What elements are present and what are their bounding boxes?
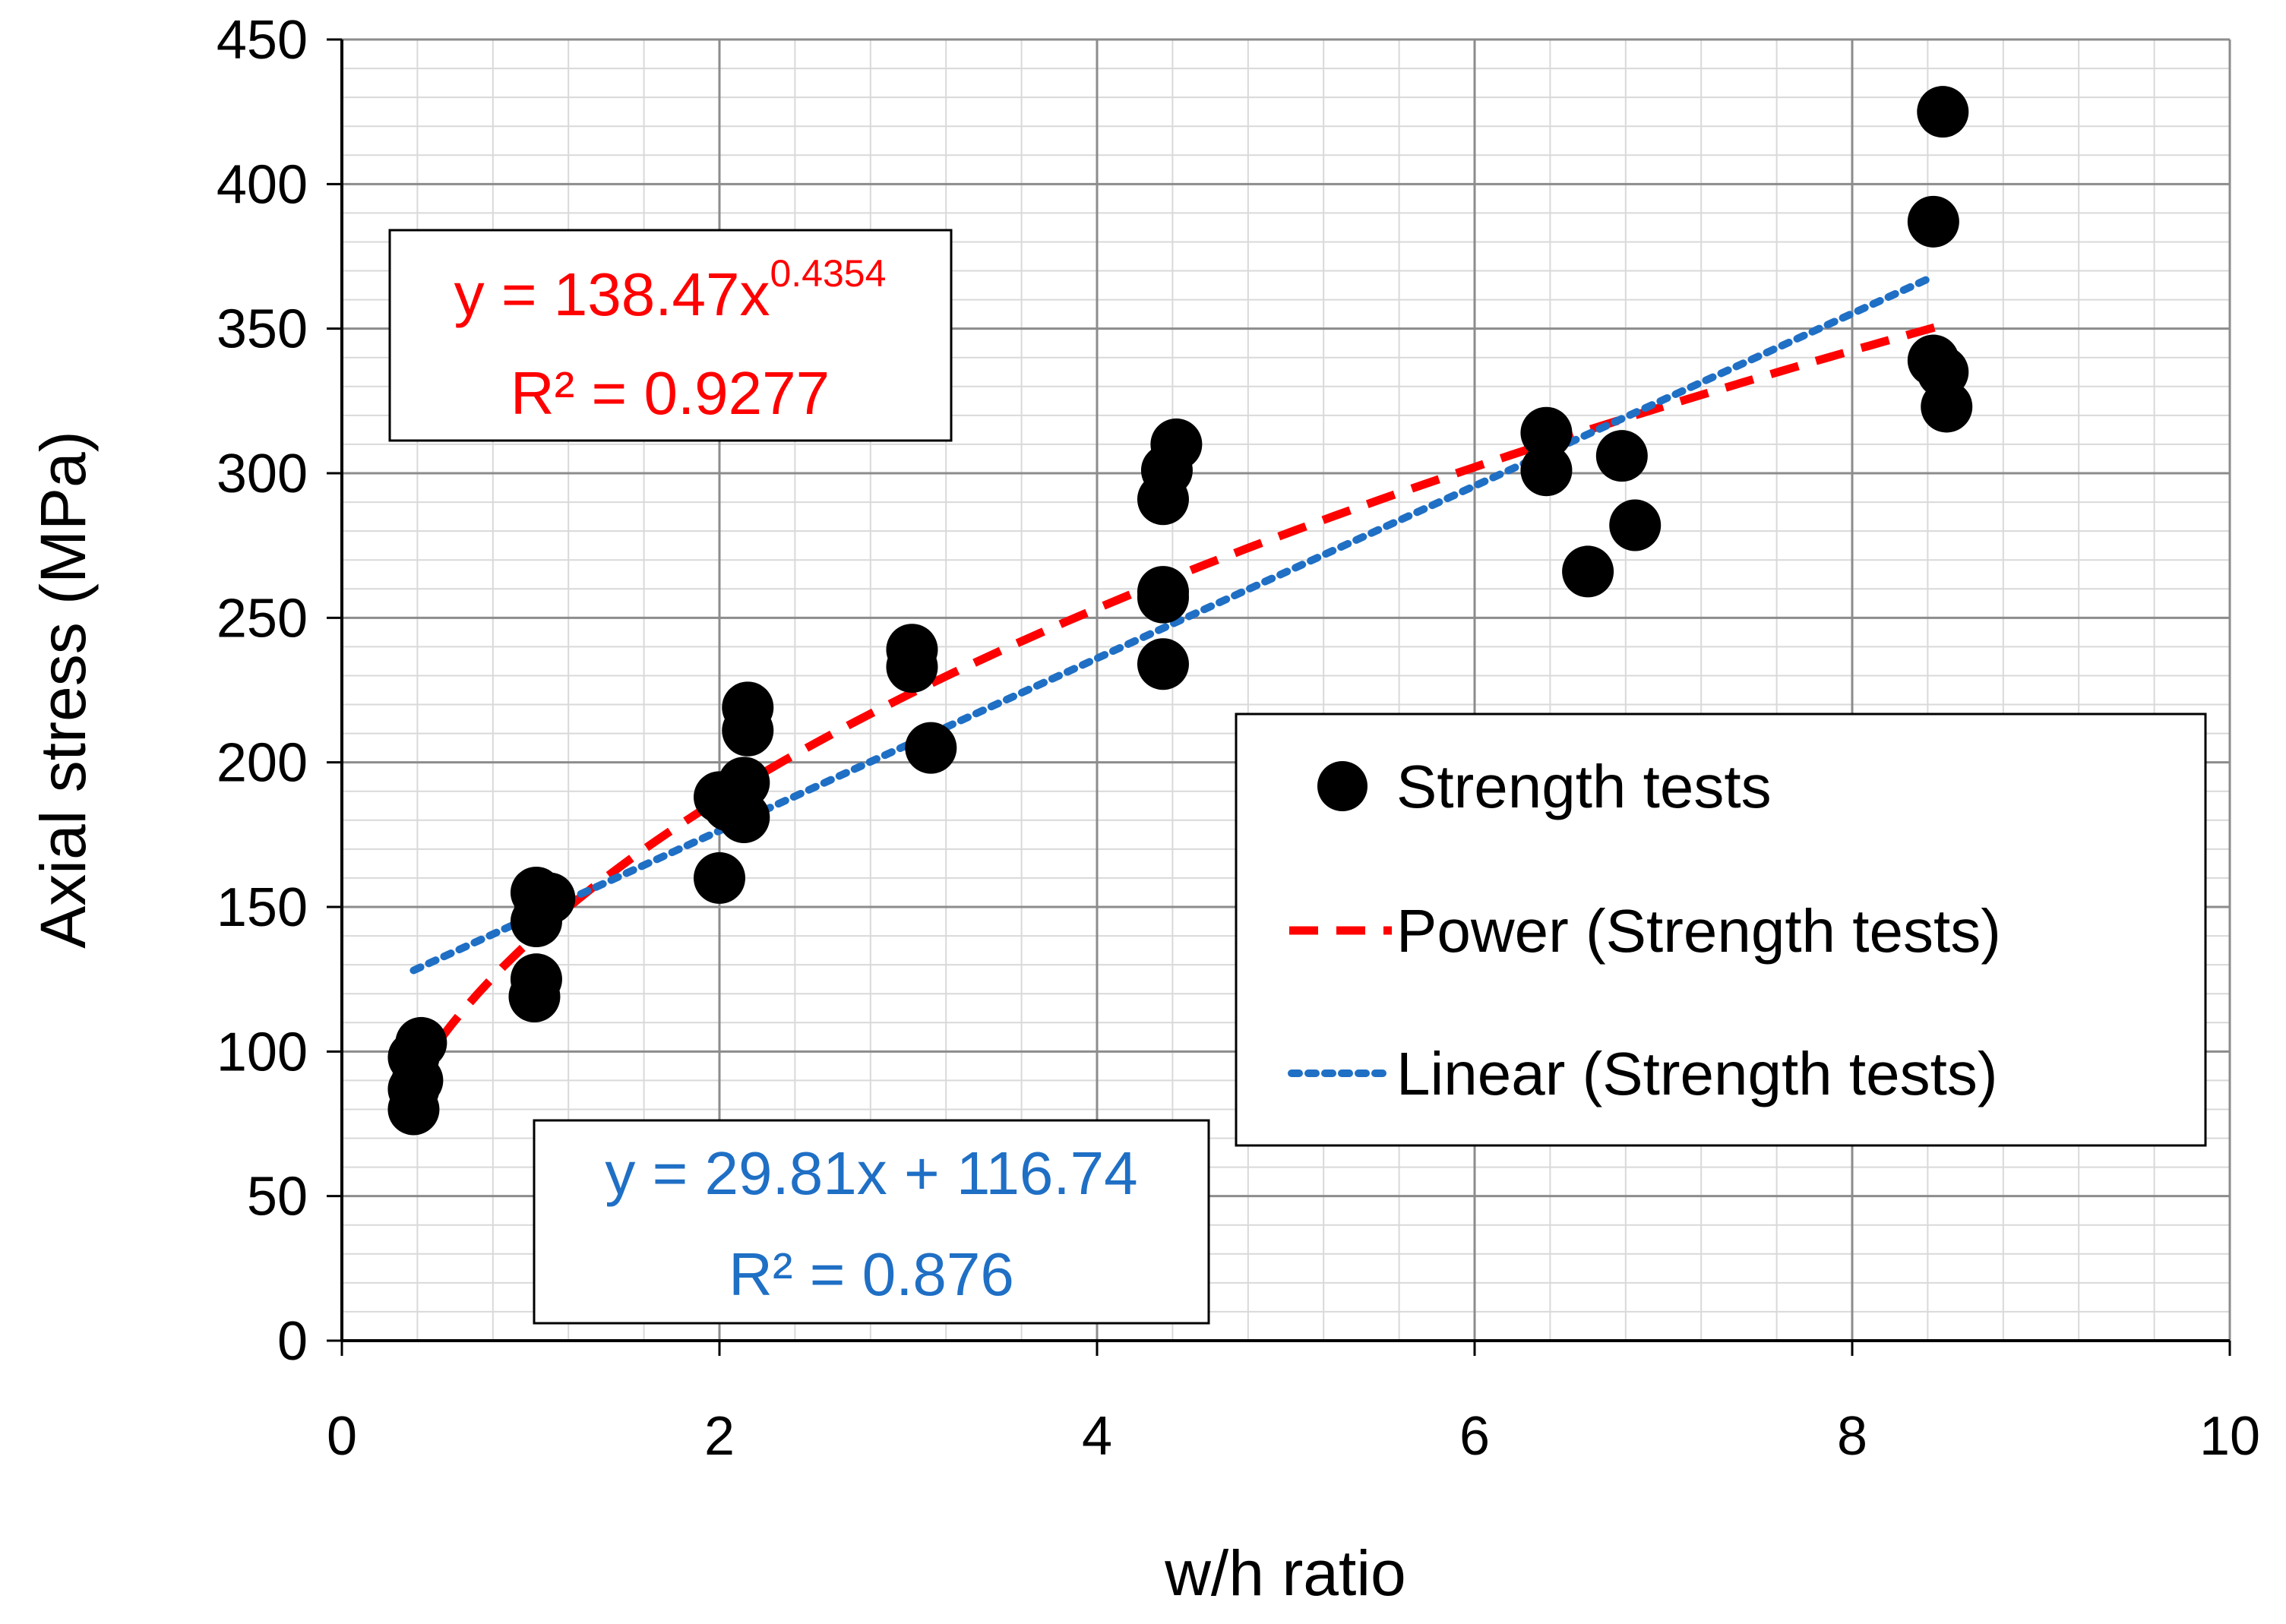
data-point	[1520, 444, 1573, 497]
x-tick-label: 6	[1459, 1406, 1490, 1467]
y-tick-label: 400	[217, 154, 308, 215]
y-tick-labels: 0 50 100 150 200 250 300 350 400 450	[217, 10, 342, 1372]
data-point	[523, 872, 576, 924]
data-point	[905, 722, 957, 774]
y-tick-label: 100	[217, 1022, 308, 1082]
y-tick-label: 250	[217, 588, 308, 649]
x-tick-label: 0	[327, 1406, 357, 1467]
power-equation-box: y = 138.47x0.4354 R² = 0.9277	[388, 229, 953, 442]
linear-equation-box: y = 29.81x + 116.74 R² = 0.876	[533, 1119, 1210, 1325]
data-point	[1595, 430, 1648, 482]
legend: Strength tests Power (Strength tests) Li…	[1235, 712, 2207, 1147]
data-point	[395, 1016, 447, 1069]
y-tick-label: 150	[217, 877, 308, 938]
data-point	[1907, 195, 1959, 248]
x-tick-label: 4	[1082, 1406, 1112, 1467]
linear-trendline	[409, 273, 1937, 975]
x-tick-labels: 0 2 4 6 8 10	[327, 1341, 2260, 1467]
power-equation: y = 138.47x0.4354	[454, 252, 887, 328]
data-point	[1520, 406, 1573, 459]
legend-label-linear: Linear (Strength tests)	[1396, 1040, 1997, 1107]
data-point	[1137, 638, 1189, 690]
data-point	[722, 681, 774, 734]
power-equation-base: y = 138.47x	[454, 261, 770, 328]
legend-frame	[1235, 712, 2207, 1147]
power-trendline	[409, 320, 1948, 1081]
y-axis-title: Axial stress (MPa)	[27, 431, 99, 948]
x-tick-label: 10	[2199, 1406, 2260, 1467]
linear-equation-frame	[533, 1119, 1210, 1325]
x-tick-label: 8	[1837, 1406, 1867, 1467]
y-tick-label: 350	[217, 299, 308, 360]
x-axis-title: w/h ratio	[1164, 1537, 1405, 1609]
data-point	[1917, 86, 1969, 138]
data-point	[886, 624, 938, 676]
data-point	[1562, 545, 1614, 598]
legend-label-power: Power (Strength tests)	[1396, 897, 2001, 965]
legend-marker-strength	[1317, 761, 1367, 811]
data-point	[510, 953, 562, 1006]
data-point	[718, 757, 770, 809]
power-equation-exponent: 0.4354	[770, 252, 886, 295]
y-tick-label: 450	[217, 10, 308, 71]
linear-r2: R² = 0.876	[729, 1240, 1014, 1308]
legend-label-strength: Strength tests	[1396, 753, 1772, 820]
power-r2: R² = 0.9277	[511, 359, 830, 427]
power-equation-frame	[388, 229, 953, 442]
data-point	[694, 851, 745, 904]
strength-test-points	[387, 86, 1973, 1136]
data-point	[1921, 381, 1973, 433]
y-tick-label: 300	[217, 444, 308, 504]
data-point	[1609, 499, 1662, 551]
x-tick-label: 2	[704, 1406, 735, 1467]
data-point	[1137, 566, 1189, 618]
y-tick-label: 50	[247, 1167, 308, 1227]
y-tick-label: 0	[277, 1311, 308, 1372]
linear-equation: y = 29.81x + 116.74	[605, 1139, 1137, 1207]
data-point	[1150, 418, 1203, 470]
y-tick-label: 200	[217, 733, 308, 794]
